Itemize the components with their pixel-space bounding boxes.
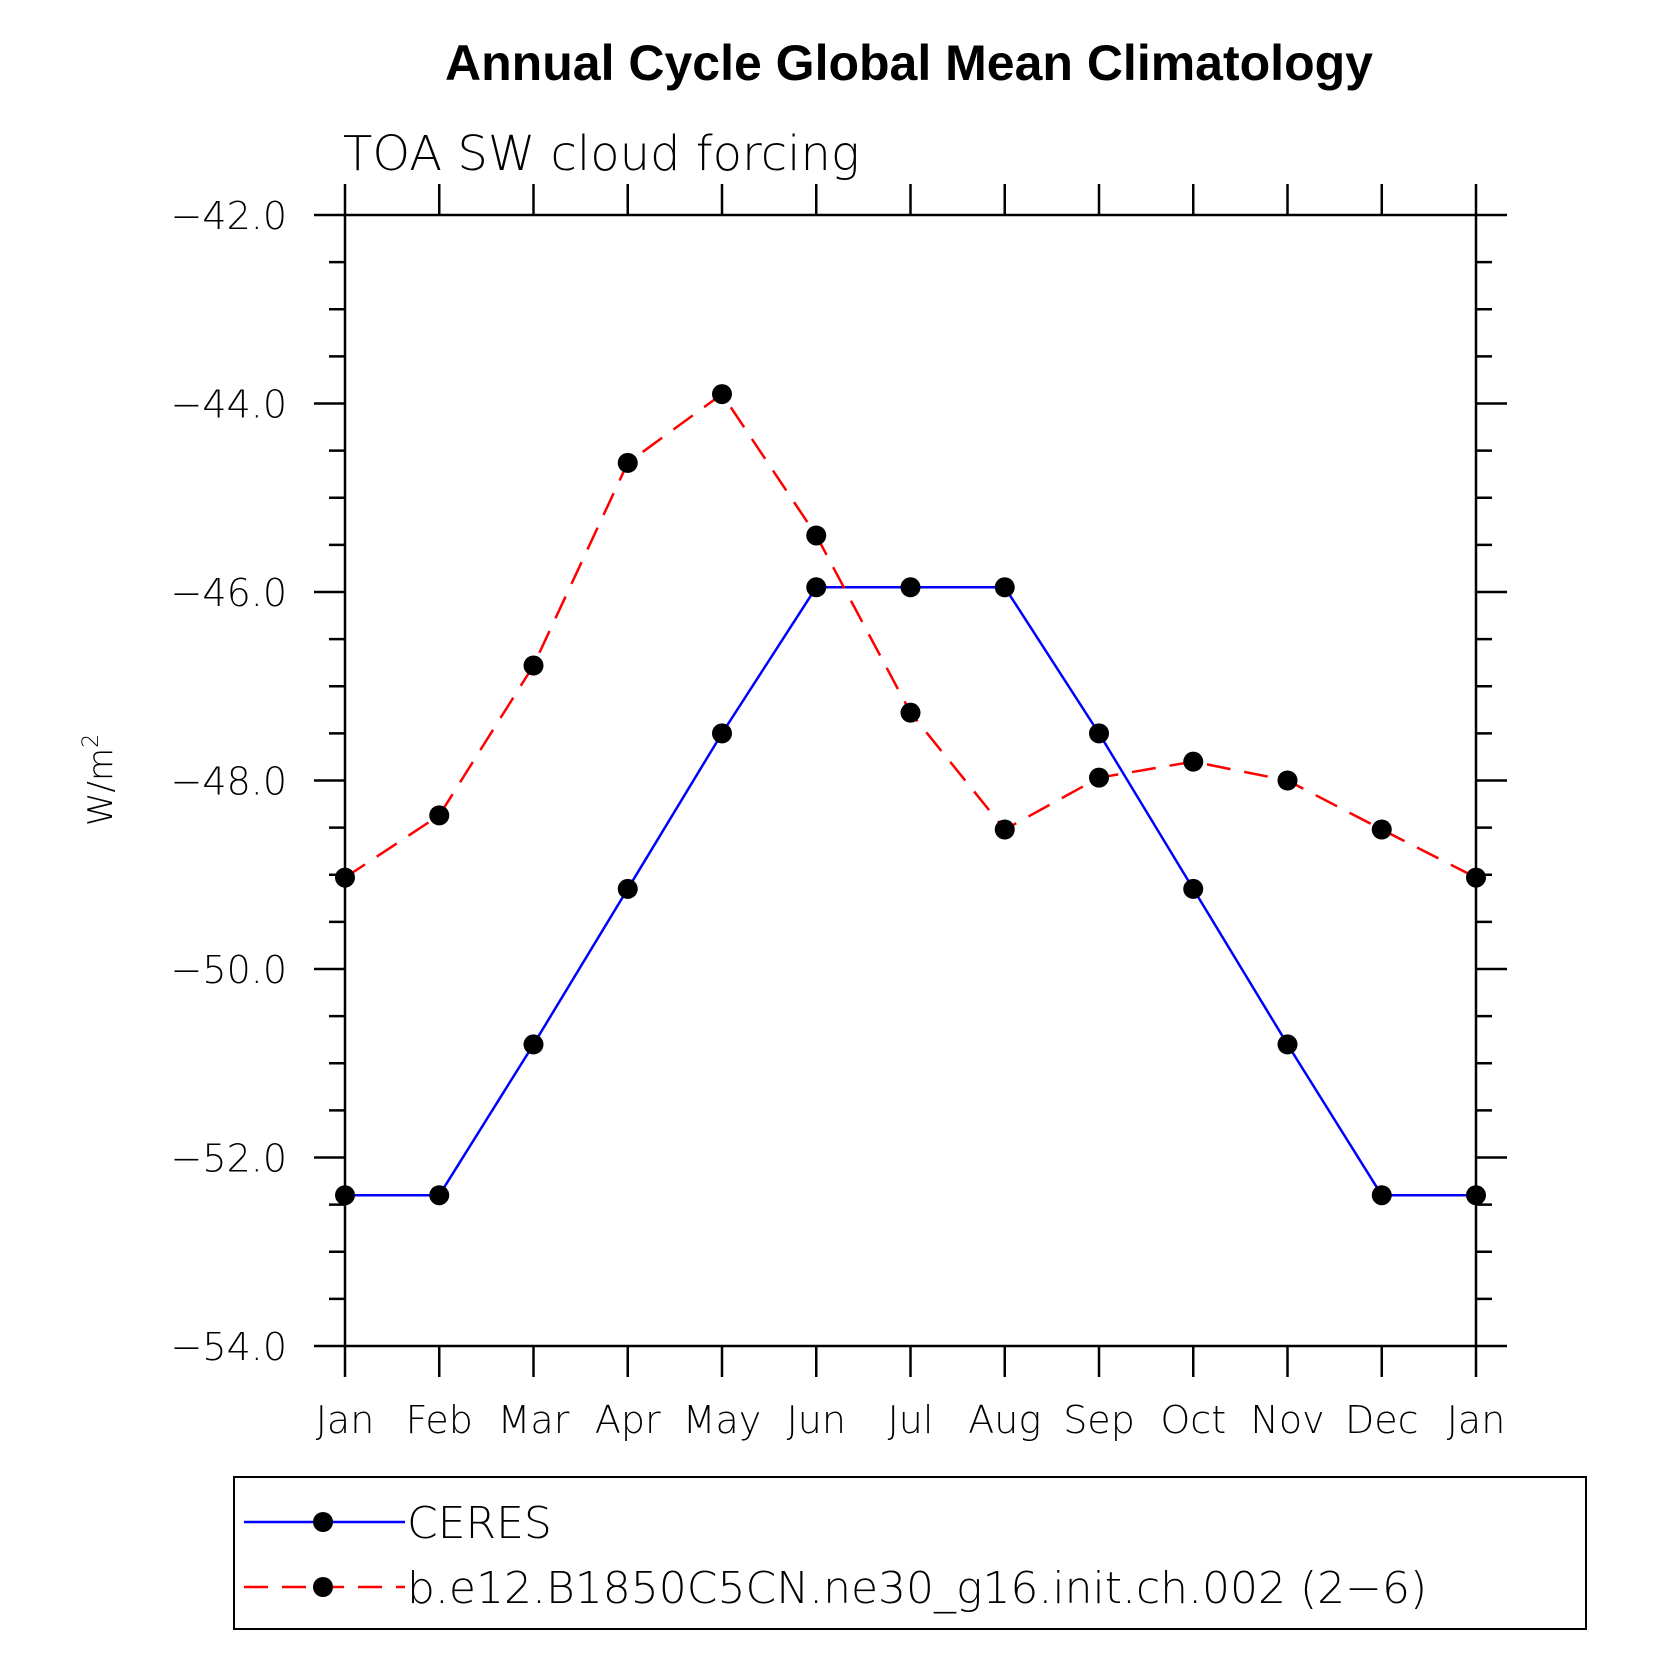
legend-label-2: b.e12.B1850C5CN.ne30_g16.init.ch.002 (2−… (407, 1563, 1427, 1614)
chart-title: Annual Cycle Global Mean Climatology (445, 35, 1373, 91)
series-2-point (994, 819, 1015, 840)
series-1-point (712, 723, 732, 744)
series-2-point (1371, 819, 1392, 840)
legend-marker-2 (313, 1577, 333, 1597)
series-2-point (1466, 867, 1486, 888)
x-tick-label: Apr (595, 1398, 661, 1442)
series-2-point (900, 702, 921, 723)
legend-box (233, 1476, 1587, 1630)
series-1-point (523, 1034, 544, 1055)
y-tick-label: −54.0 (171, 1325, 287, 1369)
y-tick-label: −50.0 (171, 948, 287, 992)
series-line-2 (344, 392, 1477, 879)
series-1-point (1277, 1034, 1298, 1055)
x-tick-label: Jan (316, 1398, 375, 1442)
y-tick-label: −44.0 (171, 383, 287, 427)
series-1-point (1371, 1185, 1392, 1206)
x-tick-label: Aug (968, 1398, 1041, 1442)
y-axis-ticks: −42.0 −44.0 −46.0 −48.0 −50.0 −52.0 −54.0 (171, 194, 1507, 1369)
x-tick-label: Mar (498, 1398, 570, 1442)
x-tick-label: Feb (406, 1398, 473, 1442)
x-tick-label: Sep (1063, 1398, 1135, 1442)
y-tick-label: −46.0 (171, 571, 287, 615)
series-1-point (1089, 723, 1109, 744)
x-tick-label: Oct (1160, 1398, 1226, 1442)
legend-marker-1 (313, 1512, 333, 1532)
y-tick-label: −42.0 (171, 194, 287, 238)
series-1-point (900, 577, 921, 598)
plot-frame (343, 213, 1478, 1348)
x-tick-label: Jun (787, 1398, 846, 1442)
series-1-point (994, 577, 1015, 598)
series-2-point (806, 525, 827, 546)
series-line-1 (345, 586, 1476, 1197)
series-2-point (1277, 770, 1298, 791)
legend-label-1: CERES (407, 1498, 552, 1549)
series-1-point (1183, 878, 1204, 899)
x-tick-label: Dec (1345, 1398, 1419, 1442)
x-tick-label: May (683, 1398, 762, 1442)
series-2-point (523, 655, 544, 676)
legend: CERES b.e12.B1850C5CN.ne30_g16.init.ch.00… (233, 1476, 1587, 1630)
x-tick-label: Jan (1447, 1398, 1506, 1442)
series-2-point (429, 805, 450, 826)
x-tick-label: Nov (1250, 1398, 1324, 1442)
series-2-point (1089, 767, 1109, 788)
series-1-point (617, 878, 638, 899)
legend-items: CERES b.e12.B1850C5CN.ne30_g16.init.ch.00… (244, 1498, 1427, 1614)
series-2-point (335, 867, 355, 888)
series-1-point (335, 1185, 355, 1206)
x-axis-ticks: Jan Feb Mar Apr May Jun Jul Aug Sep Oct Nov Dec Jan (316, 184, 1506, 1442)
series-2-point (1183, 751, 1204, 772)
series-layer (335, 384, 1486, 1206)
plot-area: −42.0 −44.0 −46.0 −48.0 −50.0 −52.0 −54.0 Jan F… (171, 184, 1507, 1442)
y-tick-label: −52.0 (171, 1137, 287, 1181)
x-tick-label: Jul (888, 1398, 934, 1442)
series-1-point (1466, 1185, 1486, 1206)
y-tick-label: −48.0 (171, 760, 287, 804)
chart-subtitle: TOA SW cloud forcing (343, 126, 860, 182)
series-1-point (429, 1185, 450, 1206)
series-1-point (806, 577, 827, 598)
series-2-point (712, 384, 732, 405)
y-axis-label-superscript: 2 (79, 734, 104, 748)
y-axis-label: W/m2 (79, 734, 121, 826)
y-axis-label-text: W/m (81, 748, 121, 826)
series-2-point (617, 452, 638, 473)
